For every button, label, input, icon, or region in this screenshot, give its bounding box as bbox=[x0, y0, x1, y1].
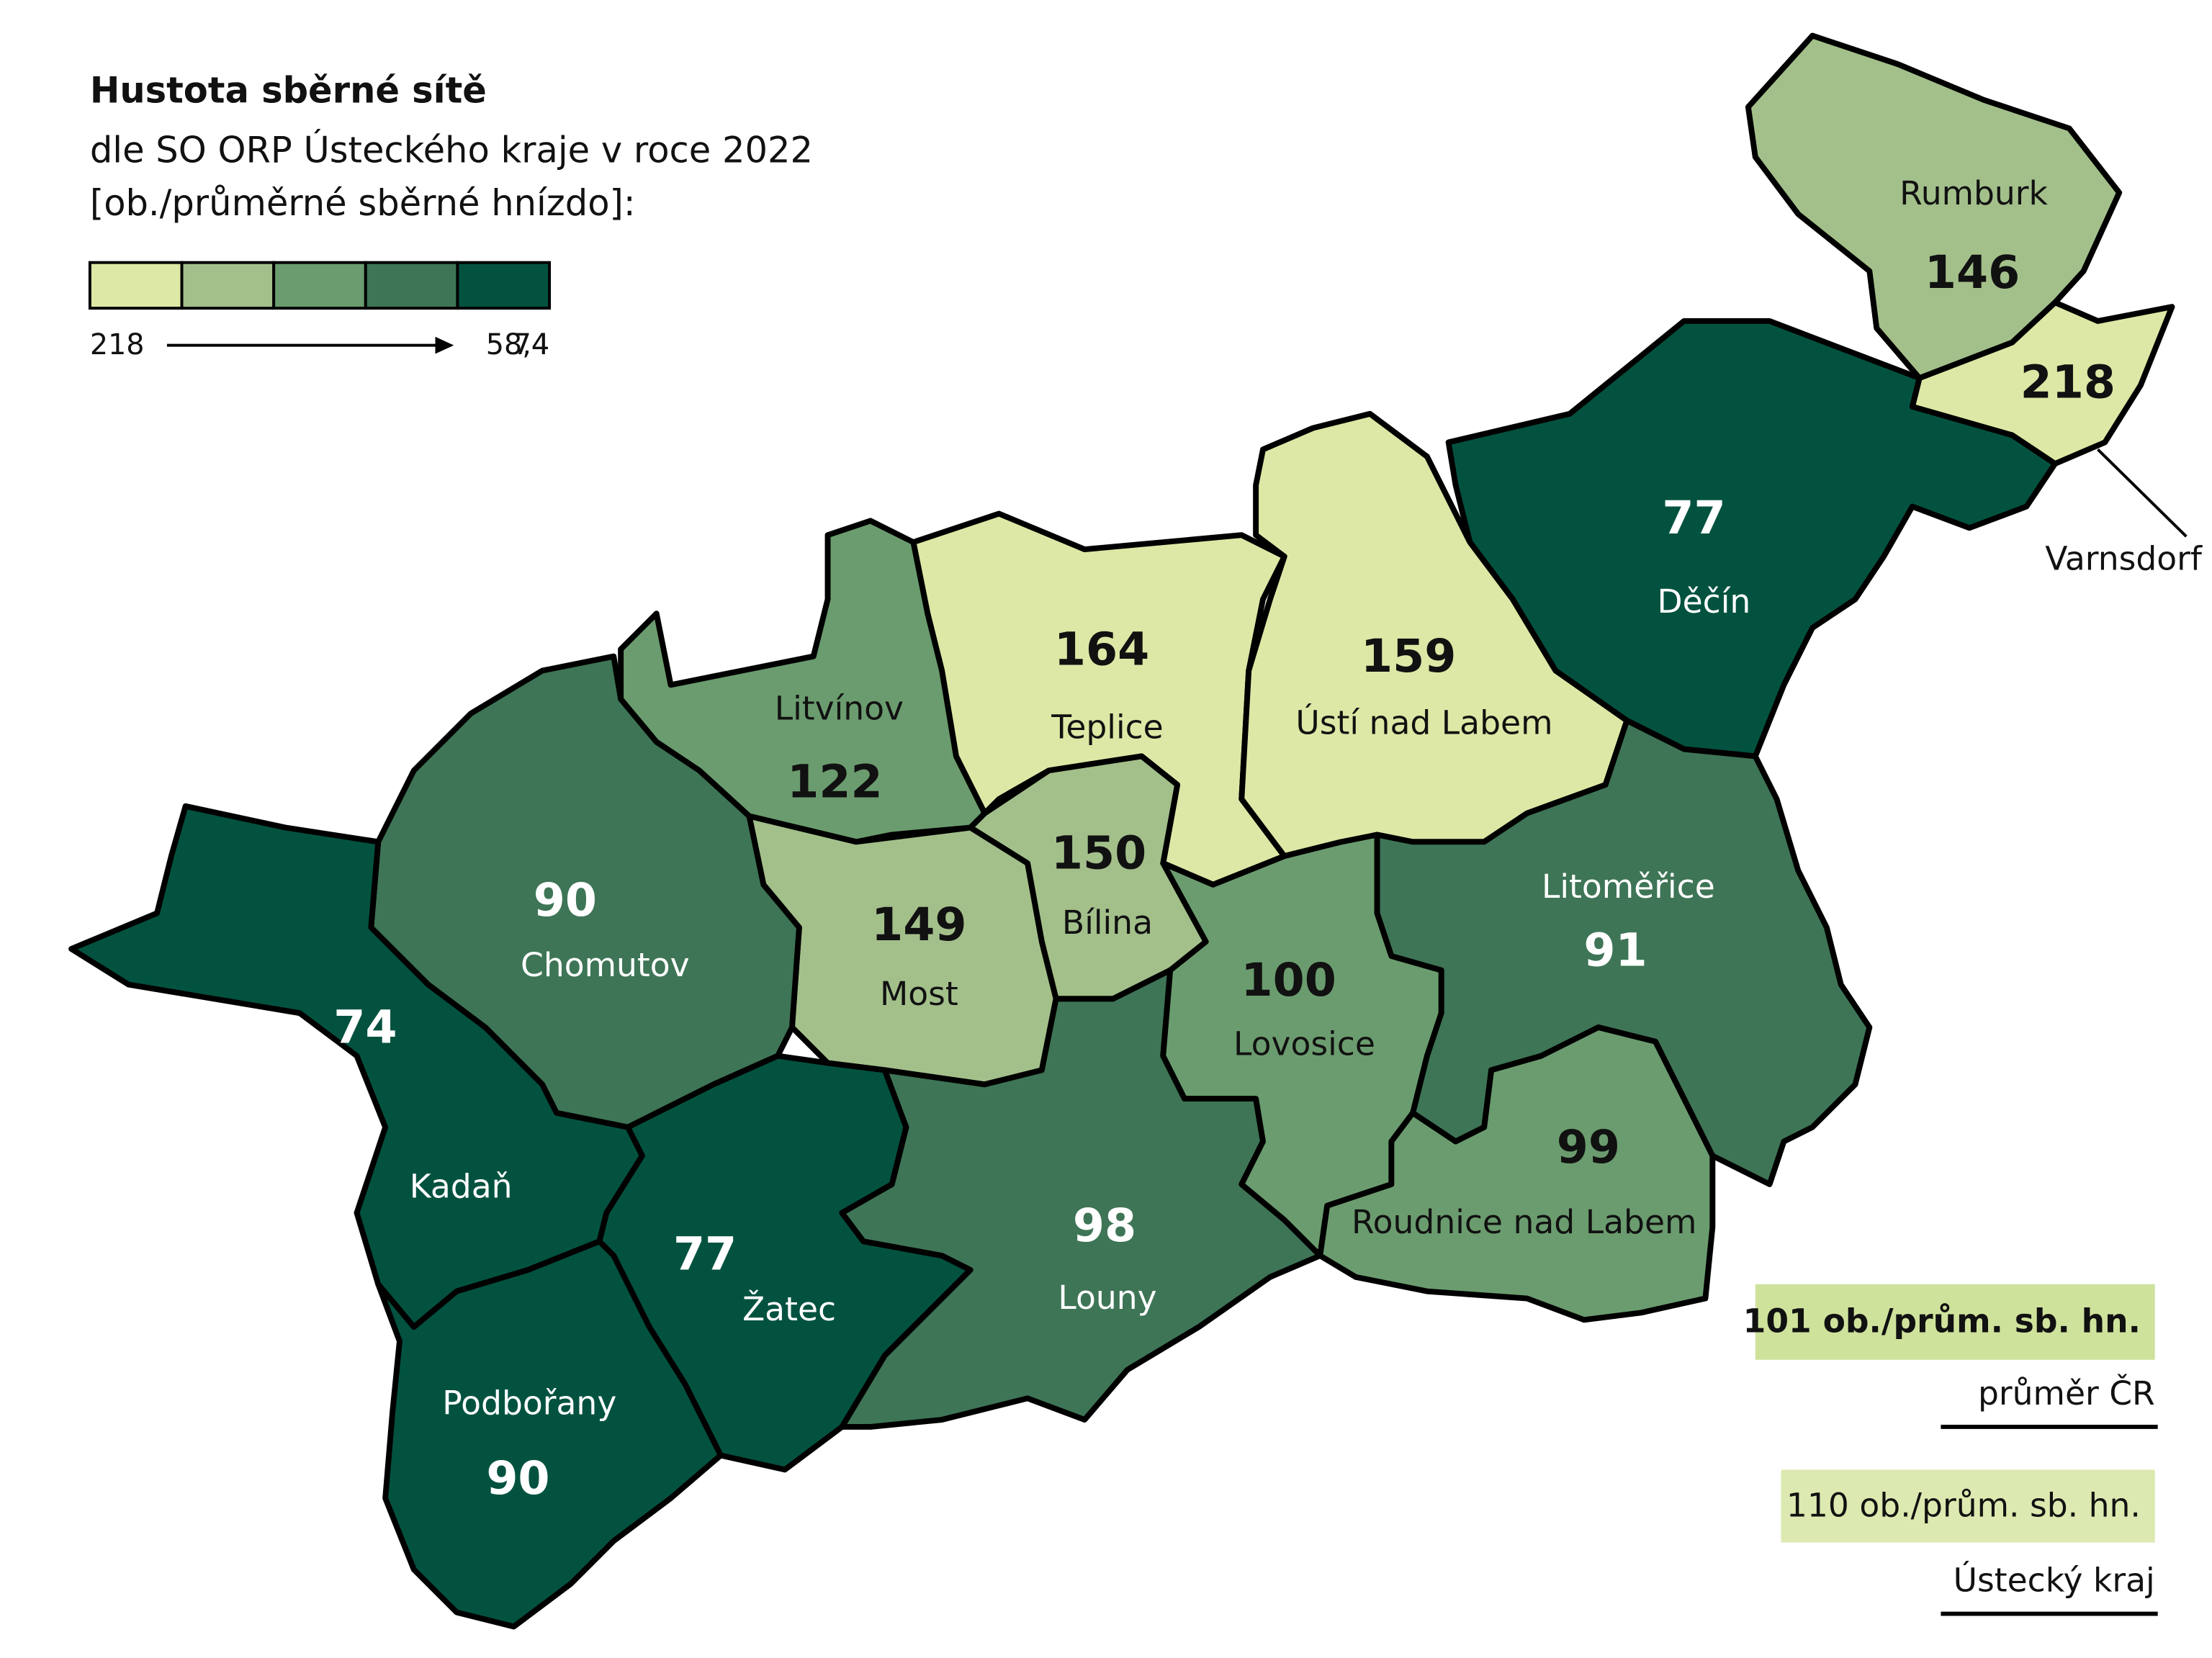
region-name: Ústí nad Labem bbox=[1295, 703, 1552, 742]
legend-swatch bbox=[272, 261, 367, 310]
region-name: Lovosice bbox=[1233, 1024, 1375, 1063]
region-name: Bílina bbox=[1062, 904, 1153, 942]
region-value: 159 bbox=[1361, 629, 1456, 682]
region-name: Most bbox=[880, 975, 958, 1013]
leader-line bbox=[2097, 448, 2188, 538]
region-value: 77 bbox=[673, 1227, 737, 1281]
annotation-text: 110 ob./prům. sb. hn. bbox=[1786, 1486, 2141, 1524]
region-name: Chomutov bbox=[521, 946, 690, 984]
annotation-caption: Ústecký kraj bbox=[1954, 1560, 2155, 1599]
region-name: Litvínov bbox=[775, 690, 904, 728]
region-value: 149 bbox=[871, 898, 966, 951]
region-name: Žatec bbox=[742, 1289, 836, 1328]
region bbox=[1374, 717, 1873, 1187]
annotation-box bbox=[1755, 1284, 2155, 1360]
region-name: Varnsdorf bbox=[2045, 539, 2203, 577]
region bbox=[839, 967, 1323, 1430]
region-name: Podbořany bbox=[442, 1384, 616, 1423]
title: Hustota sběrné sítě bbox=[90, 69, 487, 111]
legend-swatch bbox=[180, 261, 276, 310]
legend-swatch bbox=[364, 261, 459, 310]
region-name: Litoměřice bbox=[1542, 868, 1715, 906]
region-value: 99 bbox=[1557, 1120, 1620, 1173]
region-value: 91 bbox=[1583, 923, 1647, 976]
region-value: 218 bbox=[2020, 356, 2116, 409]
legend-swatch bbox=[456, 261, 552, 310]
region-value: 90 bbox=[486, 1451, 549, 1505]
region-value: 150 bbox=[1051, 826, 1146, 880]
region-name: Teplice bbox=[1051, 708, 1164, 746]
legend-label: 218 bbox=[90, 328, 145, 361]
region-value: 98 bbox=[1073, 1199, 1136, 1252]
region-value: 74 bbox=[333, 1001, 397, 1054]
region-value: 77 bbox=[1662, 491, 1725, 544]
subtitle: dle SO ORP Ústeckého kraje v roce 2022 bbox=[90, 129, 813, 171]
region-name: Louny bbox=[1058, 1279, 1156, 1317]
legend-label: 58,4 bbox=[486, 328, 549, 361]
region-value: 100 bbox=[1241, 953, 1336, 1006]
region-value: 122 bbox=[787, 755, 882, 808]
subtitle: [ob./průměrné sběrné hnízdo]: bbox=[90, 182, 636, 224]
annotation-text: 101 ob./prům. sb. hn. bbox=[1743, 1302, 2141, 1341]
region-name: Děčín bbox=[1658, 582, 1751, 621]
region-name: Roudnice nad Labem bbox=[1352, 1203, 1696, 1241]
region-value: 164 bbox=[1054, 622, 1149, 675]
regions bbox=[68, 32, 2175, 1630]
legend-label: 74 bbox=[513, 328, 549, 361]
region-name: Rumburk bbox=[1899, 174, 2048, 212]
annotation-caption: průměr ČR bbox=[1978, 1374, 2155, 1413]
legend-arrow-head bbox=[435, 336, 454, 354]
region bbox=[375, 1238, 724, 1630]
region-value: 90 bbox=[534, 873, 597, 927]
region-name: Kadaň bbox=[410, 1167, 513, 1205]
legend-swatch bbox=[88, 261, 184, 310]
labels: Rumburk 146 Varnsdorf 218 Děčín 77 Teplice 164 Ú… bbox=[333, 174, 2203, 1505]
annotation-box bbox=[1781, 1469, 2155, 1543]
region bbox=[1317, 1024, 1716, 1323]
region-value: 146 bbox=[1925, 245, 2020, 299]
